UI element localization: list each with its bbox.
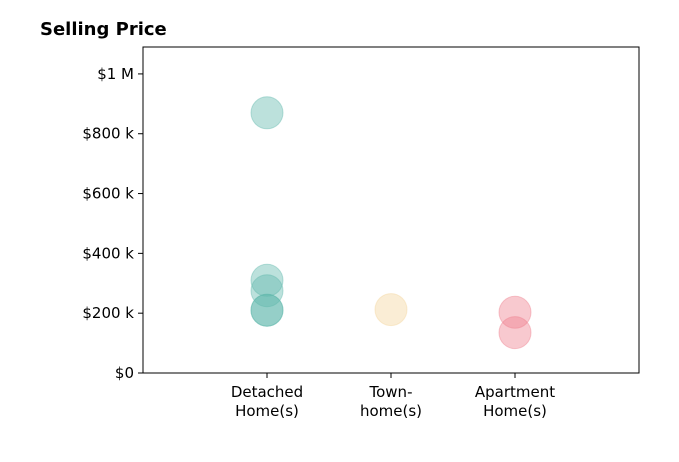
- point: [374, 293, 408, 327]
- y-tick-label: $1 M: [97, 65, 134, 83]
- y-tick-label: $800 k: [82, 125, 134, 143]
- x-tick-label: Detached Home(s): [231, 383, 303, 420]
- y-tick-label: $0: [115, 364, 134, 382]
- point: [498, 316, 532, 350]
- y-tick-label: $400 k: [82, 244, 134, 262]
- point: [250, 263, 284, 297]
- x-tick-label-line: Detached: [231, 383, 303, 401]
- x-tick-label: Town-home(s): [360, 383, 422, 420]
- x-tick-label-line: Apartment: [475, 383, 555, 401]
- x-tick-label-line: Home(s): [235, 402, 299, 420]
- x-tick-label-line: home(s): [360, 402, 422, 420]
- point: [250, 96, 284, 130]
- y-tick-label: $200 k: [82, 304, 134, 322]
- point: [250, 293, 284, 327]
- point: [498, 295, 532, 329]
- point: [250, 293, 284, 327]
- x-tick-label: Apartment Home(s): [475, 383, 555, 420]
- point: [250, 274, 284, 308]
- y-tick-label: $600 k: [82, 185, 134, 203]
- chart-title: Selling Price: [40, 19, 167, 40]
- x-tick-label-line: Home(s): [483, 402, 547, 420]
- x-tick-label-line: Town-: [369, 383, 413, 401]
